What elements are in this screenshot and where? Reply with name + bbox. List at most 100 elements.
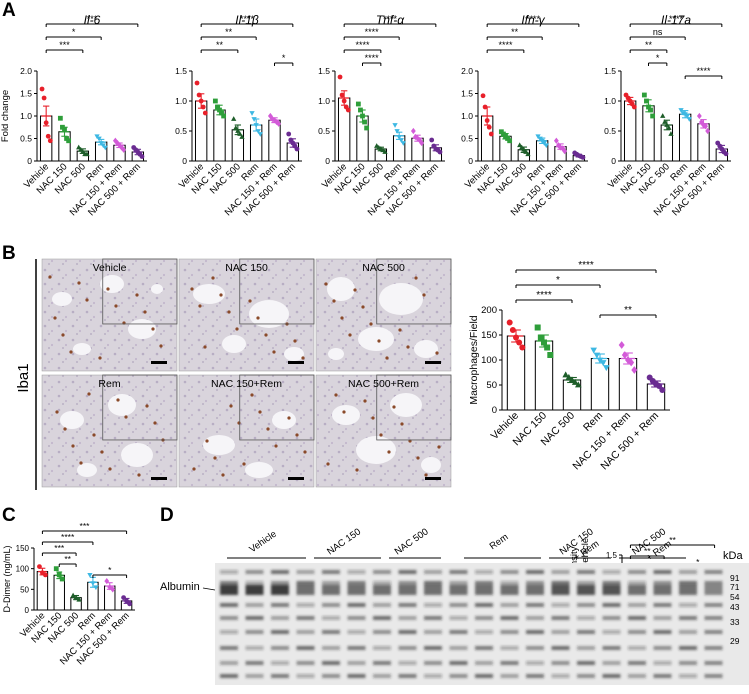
- blot-band: [500, 630, 519, 634]
- data-point: [660, 113, 666, 118]
- blot-band: [296, 581, 315, 585]
- blot-band: [551, 616, 570, 620]
- scale-bar: [151, 477, 167, 480]
- data-point: [43, 120, 49, 126]
- blot-band: [271, 661, 289, 665]
- stained-cell: [369, 322, 373, 326]
- blot-band: [602, 603, 621, 607]
- data-point: [541, 339, 547, 346]
- data-point: [631, 366, 638, 374]
- data-point: [253, 123, 259, 128]
- blot-band: [373, 616, 391, 620]
- data-point: [484, 118, 490, 123]
- blot-band: [704, 581, 723, 585]
- y-tick-label: 1.5: [175, 66, 187, 76]
- y-tick-label: 1.5: [318, 66, 330, 76]
- blot-band: [475, 661, 493, 665]
- blot-band: [245, 630, 264, 634]
- blot-band: [373, 570, 391, 574]
- blot-band: [296, 630, 315, 634]
- blot-band: [500, 661, 519, 665]
- significance-label: *: [696, 557, 700, 567]
- stained-cell: [85, 298, 89, 302]
- alveolar-space: [249, 300, 289, 328]
- data-point: [437, 149, 443, 155]
- stained-cell: [295, 433, 299, 437]
- blot-band: [398, 674, 417, 678]
- micrograph-label: Rem: [98, 378, 120, 390]
- data-point: [251, 117, 257, 122]
- blot-band: [449, 630, 468, 634]
- blot-band: [551, 630, 570, 634]
- inset-box: [102, 374, 178, 441]
- blot-band: [500, 674, 519, 678]
- blot-band: [322, 661, 340, 665]
- blot-band: [245, 585, 264, 595]
- blot-band: [449, 603, 468, 607]
- x-tick-label: Rem: [581, 409, 605, 433]
- stained-cell: [135, 293, 139, 297]
- blot-band: [679, 581, 697, 585]
- stained-cell: [198, 304, 202, 308]
- blot-band: [602, 630, 621, 634]
- blot-band: [602, 674, 621, 678]
- blot-band: [271, 674, 289, 678]
- y-tick-label: 0.5: [20, 134, 32, 144]
- significance-label: ****: [355, 40, 370, 50]
- alveolar-space: [358, 327, 394, 351]
- stained-cell: [203, 345, 207, 349]
- blot-band: [296, 570, 315, 574]
- data-point: [507, 138, 513, 144]
- blot-band: [220, 674, 238, 678]
- y-tick-label: 2.0: [20, 66, 32, 76]
- blot-band: [602, 616, 621, 620]
- data-point: [237, 131, 243, 136]
- blot-band: [704, 646, 723, 650]
- significance-label: ****: [696, 66, 711, 76]
- iba1-label: Iba1: [15, 363, 32, 392]
- data-point: [628, 358, 635, 367]
- blot-band: [526, 646, 544, 650]
- stained-cell: [340, 316, 344, 320]
- data-point: [42, 572, 48, 578]
- blot-band: [679, 585, 697, 595]
- blot-band: [628, 674, 646, 678]
- data-point: [198, 98, 204, 104]
- blot-band: [577, 570, 595, 574]
- blot-band: [500, 646, 519, 650]
- scale-bar: [425, 361, 441, 364]
- chart-macrophages: 050100150200Macrophages/FieldVehicleNAC …: [468, 260, 670, 472]
- blot-band: [526, 661, 544, 665]
- bar: [534, 340, 554, 411]
- y-tick-label: 50: [486, 380, 497, 391]
- blot-band: [373, 646, 391, 650]
- data-point: [392, 123, 398, 128]
- alveolar-space: [272, 411, 296, 429]
- blot-band: [679, 570, 697, 574]
- lane-group-label: Vehicle: [247, 529, 278, 556]
- data-point: [590, 347, 597, 354]
- data-point: [516, 339, 523, 346]
- blot-band: [424, 674, 442, 678]
- micrograph-label: NAC 150+Rem: [211, 378, 282, 390]
- data-point: [200, 104, 206, 110]
- stained-cell: [406, 345, 410, 349]
- data-point: [400, 141, 406, 146]
- blot-band: [602, 570, 621, 574]
- micrograph-panel: Iba1 Vehicle NAC 150 NAC 500 Rem NAC 150+Rem…: [15, 258, 452, 490]
- significance-label: ****: [365, 27, 380, 37]
- blot-band: [475, 674, 493, 678]
- data-point: [45, 133, 51, 139]
- data-point: [547, 352, 554, 358]
- stained-cell: [151, 327, 155, 331]
- data-point: [723, 151, 729, 157]
- blot-band: [628, 616, 646, 620]
- stained-cell: [229, 404, 233, 408]
- stained-cell: [116, 398, 120, 402]
- micrograph-label: NAC 150: [225, 262, 268, 274]
- y-tick-label: 200: [481, 305, 497, 316]
- blot-band: [577, 585, 595, 595]
- data-point: [339, 92, 345, 98]
- alveolar-space: [100, 275, 124, 293]
- stained-cell: [106, 287, 110, 291]
